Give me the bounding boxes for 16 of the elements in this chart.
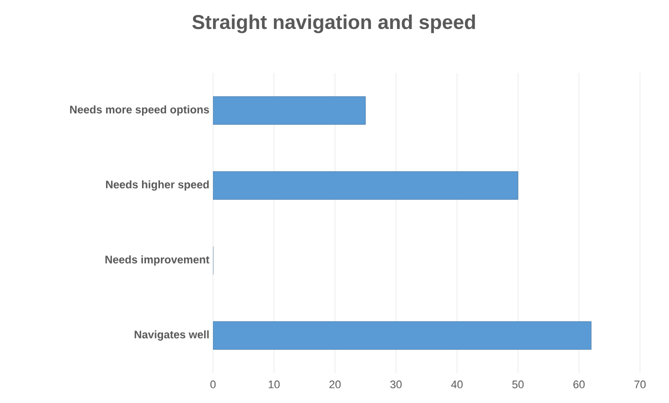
y-tick-label: Needs more speed options xyxy=(70,105,210,116)
x-tick-label: 50 xyxy=(512,380,524,388)
x-tick-label: 30 xyxy=(390,380,402,388)
x-tick-label: 10 xyxy=(268,380,280,388)
bar xyxy=(213,96,366,125)
bar xyxy=(213,321,592,350)
y-tick-label: Needs higher speed xyxy=(106,180,209,191)
x-tick-label: 0 xyxy=(210,380,216,388)
x-tick-label: 60 xyxy=(573,380,585,388)
x-tick-label: 70 xyxy=(634,380,646,388)
y-tick-label: Navigates well xyxy=(134,330,209,341)
x-tick-label: 20 xyxy=(329,380,341,388)
chart-title: Straight navigation and speed xyxy=(192,14,475,34)
bar xyxy=(213,171,518,200)
x-tick-label: 40 xyxy=(451,380,463,388)
y-tick-label: Needs improvement xyxy=(105,255,210,266)
